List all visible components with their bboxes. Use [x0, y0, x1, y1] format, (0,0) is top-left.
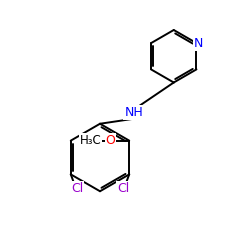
Text: H₃C: H₃C	[80, 134, 101, 147]
Text: Cl: Cl	[71, 182, 83, 194]
Text: N: N	[194, 36, 203, 50]
Text: Cl: Cl	[117, 182, 129, 194]
Text: NH: NH	[124, 106, 143, 119]
Text: O: O	[106, 134, 116, 147]
